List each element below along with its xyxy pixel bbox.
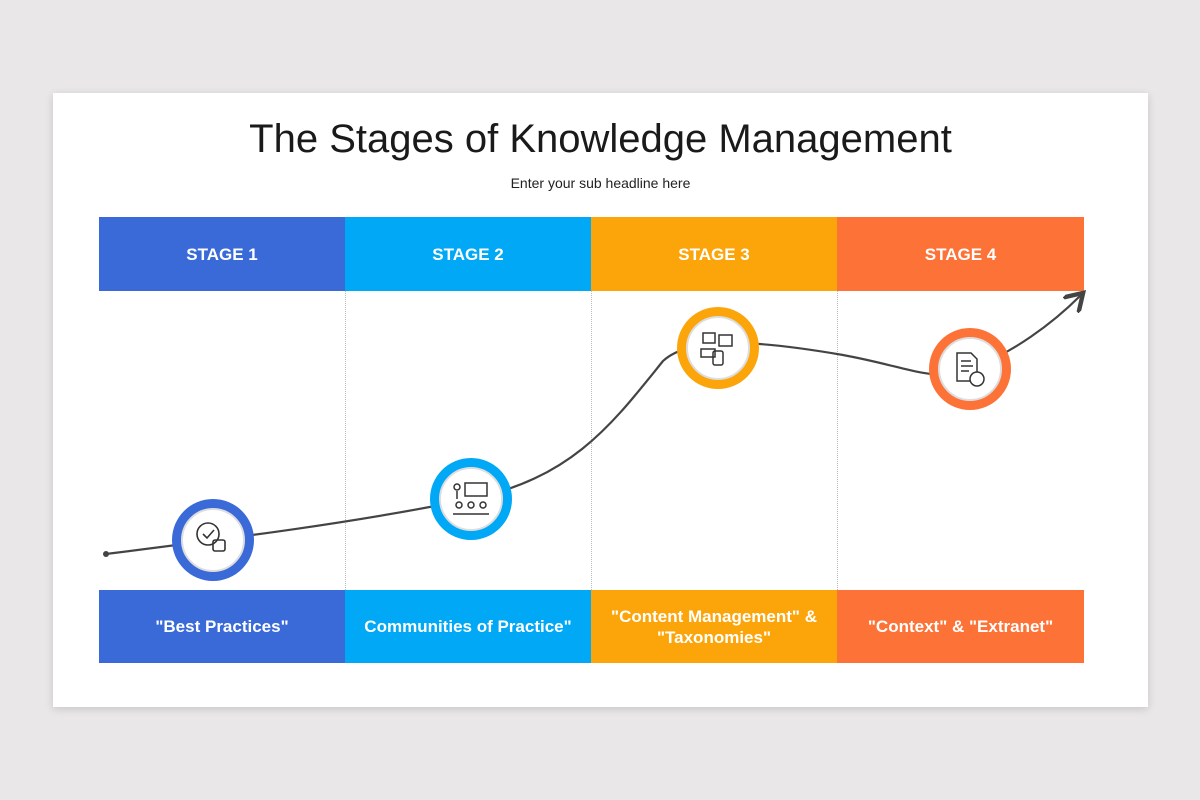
stage-3-caption-line: "Taxonomies" [656, 627, 772, 647]
document-share-icon [956, 352, 985, 387]
stage-3-caption: "Content Management" & "Taxonomies" [591, 590, 837, 663]
stage-2-icon-badge [430, 458, 512, 540]
slide: The Stages of Knowledge Management Enter… [53, 93, 1148, 707]
content-media-icon [700, 332, 733, 366]
stage-4-header: STAGE 4 [837, 217, 1084, 291]
thumbs-up-check-icon [196, 522, 226, 552]
stage-1-header: STAGE 1 [99, 217, 345, 291]
growth-curve-overlay [103, 93, 1148, 581]
stage-3-caption-line: "Content Management" & [611, 606, 817, 626]
presentation-audience-icon [453, 482, 489, 515]
page-subtitle: Enter your sub headline here [510, 175, 691, 191]
stage-1-caption: "Best Practices" [99, 590, 345, 663]
column-divider [837, 291, 838, 590]
stage-4-caption: "Context" & "Extranet" [837, 590, 1084, 663]
column-divider [345, 291, 346, 590]
stage-1-icon-badge [172, 499, 254, 581]
stage-3-header: STAGE 3 [591, 217, 837, 291]
stage-4-icon-badge [929, 328, 1011, 410]
page-title: The Stages of Knowledge Management [249, 117, 952, 161]
growth-curve [105, 296, 1080, 556]
stage-2-caption: Communities of Practice" [345, 590, 591, 663]
stage-2-header: STAGE 2 [345, 217, 591, 291]
stage-3-icon-badge [677, 307, 759, 389]
